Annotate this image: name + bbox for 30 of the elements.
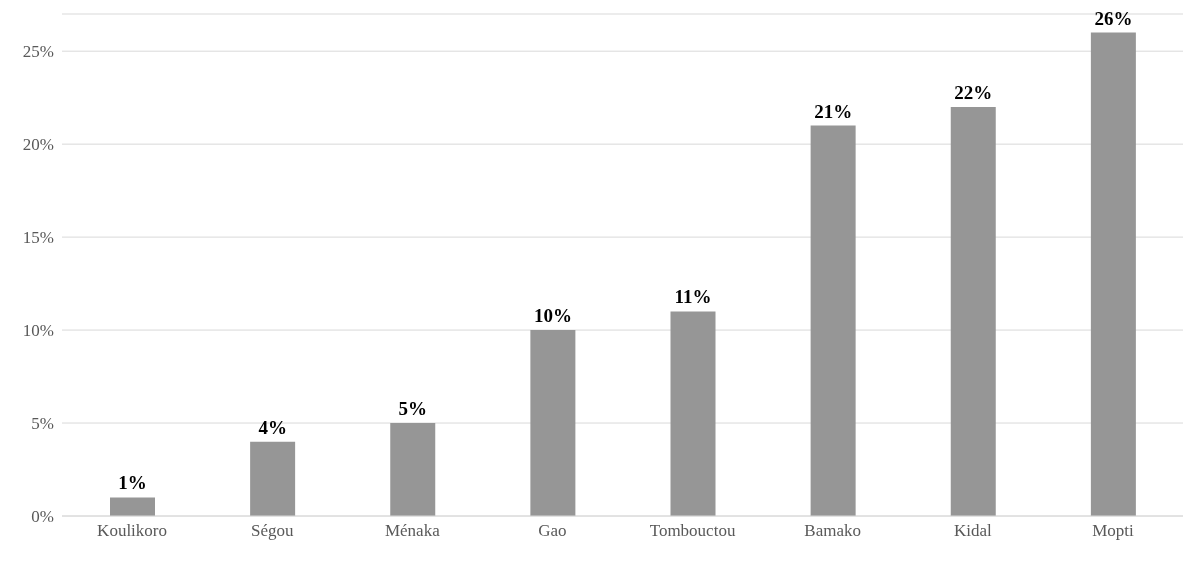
y-tick-label: 5%	[31, 414, 54, 434]
bar	[110, 497, 155, 516]
x-tick-label: Ségou	[250, 521, 294, 541]
bar	[1090, 32, 1136, 516]
data-label: 22%	[954, 81, 993, 103]
x-tick-label: Gao	[538, 521, 567, 541]
data-label: 11%	[674, 286, 712, 308]
bar	[390, 423, 436, 516]
y-tick-label: 0%	[31, 507, 54, 527]
data-label: 21%	[814, 100, 853, 122]
bar	[950, 106, 996, 516]
bar	[250, 441, 296, 516]
x-tick-label: Ménaka	[384, 521, 441, 541]
y-tick-label: 25%	[22, 42, 54, 62]
data-label: 1%	[118, 472, 147, 494]
y-tick-label: 10%	[22, 321, 54, 341]
bar	[810, 125, 856, 516]
x-tick-label: Koulikoro	[97, 521, 168, 541]
data-label: 10%	[533, 305, 572, 327]
x-tick-label: Mopti	[1092, 521, 1134, 541]
data-label: 26%	[1094, 7, 1133, 29]
bar	[670, 311, 716, 516]
data-label: 5%	[398, 398, 427, 420]
y-tick-label: 20%	[22, 135, 54, 155]
data-label: 4%	[258, 416, 287, 438]
x-tick-label: Bamako	[804, 521, 862, 541]
x-tick-label: Tombouctou	[649, 521, 736, 541]
x-tick-label: Kidal	[953, 521, 992, 541]
bar	[530, 330, 576, 516]
y-tick-label: 15%	[22, 228, 54, 248]
